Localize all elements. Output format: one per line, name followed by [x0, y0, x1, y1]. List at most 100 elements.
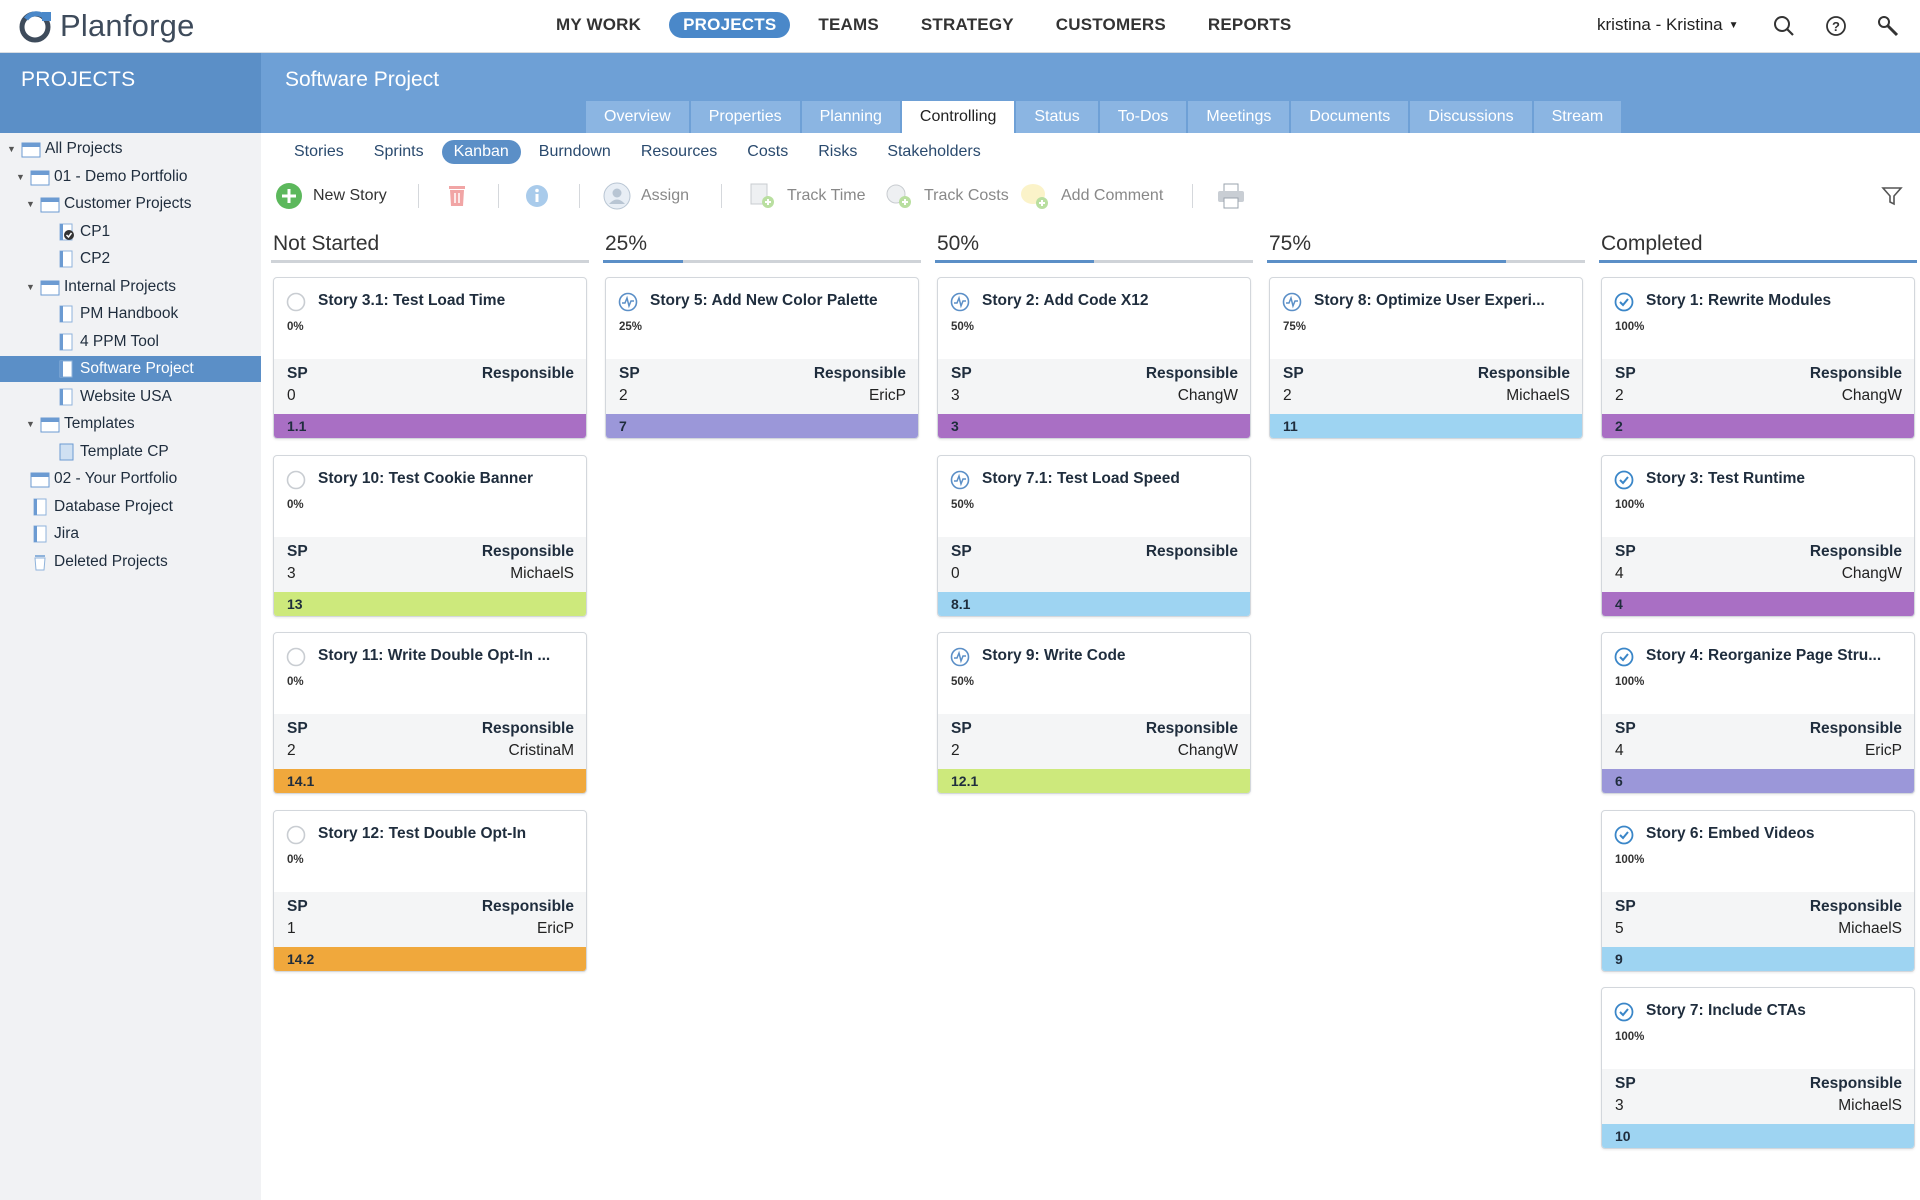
track-costs-button[interactable]: Track Costs	[884, 180, 1009, 212]
search-icon[interactable]	[1771, 13, 1797, 39]
story-card[interactable]: Story 4: Reorganize Page Stru... 100% SP 4 R…	[1601, 632, 1915, 794]
story-percent: 100%	[1615, 853, 1645, 866]
tree-item-01-demo-portfolio[interactable]: ▼ 01 - Demo Portfolio	[0, 164, 261, 190]
story-card[interactable]: Story 9: Write Code 50% SP 2 Responsible Chan…	[937, 632, 1251, 794]
story-points-label: SP	[1615, 365, 1636, 382]
column-title: Not Started	[273, 232, 380, 255]
tree-item-cp1[interactable]: CP1	[0, 219, 261, 245]
tree-item-internal-projects[interactable]: ▼ Internal Projects	[0, 274, 261, 300]
story-card[interactable]: Story 10: Test Cookie Banner 0% SP 3 Respons…	[273, 454, 587, 617]
help-icon[interactable]: ?	[1823, 13, 1849, 39]
story-percent: 0%	[287, 498, 304, 511]
subtab-risks[interactable]: Risks	[818, 143, 858, 160]
add-comment-button[interactable]: Add Comment	[1019, 180, 1163, 212]
tree-item-customer-projects[interactable]: ▼ Customer Projects	[0, 191, 261, 217]
new-story-button[interactable]: New Story	[275, 180, 387, 212]
tab-properties[interactable]: Properties	[690, 101, 800, 133]
expand-triangle-icon[interactable]: ▼	[16, 171, 25, 182]
tree-item-jira[interactable]: Jira	[0, 521, 261, 547]
story-card[interactable]: Story 12: Test Double Opt-In 0% SP 1 Respons…	[273, 809, 587, 972]
story-percent: 0%	[287, 321, 304, 333]
track-time-button[interactable]: Track Time	[747, 180, 866, 212]
trash-icon	[30, 553, 50, 571]
story-meta: SP 2 Responsible ChangW	[1602, 359, 1914, 414]
story-card[interactable]: Story 7.1: Test Load Speed 50% SP 0 Responsi…	[937, 454, 1251, 617]
tree-item-label: Software Project	[80, 360, 194, 377]
tree-item-label: Customer Projects	[64, 195, 192, 212]
story-card[interactable]: Story 11: Write Double Opt-In ... 0% SP 2 Re…	[273, 632, 587, 794]
story-title: Story 5: Add New Color Palette	[650, 292, 878, 309]
tab-overview[interactable]: Overview	[586, 101, 689, 133]
tree-item-templates[interactable]: ▼ Templates	[0, 411, 261, 437]
print-button[interactable]	[1215, 180, 1257, 212]
nav-my-work[interactable]: MY WORK	[556, 15, 642, 34]
tab-meetings[interactable]: Meetings	[1188, 101, 1290, 133]
story-meta: SP 4 Responsible ChangW	[1602, 536, 1914, 592]
subtab-kanban[interactable]: Kanban	[441, 140, 521, 164]
story-card[interactable]: Story 8: Optimize User Experi... 75% SP 2 Re…	[1269, 277, 1583, 439]
tree-item-02-your-portfolio[interactable]: 02 - Your Portfolio	[0, 466, 261, 492]
story-card[interactable]: Story 1: Rewrite Modules 100% SP 2 Responsib…	[1601, 277, 1915, 439]
expand-triangle-icon[interactable]: ▼	[26, 281, 35, 292]
responsible-label: Responsible	[1809, 542, 1902, 560]
nav-projects[interactable]: PROJECTS	[669, 12, 791, 38]
nav-teams[interactable]: TEAMS	[818, 15, 879, 34]
subtab-stories[interactable]: Stories	[294, 143, 344, 160]
user-menu[interactable]: kristina - Kristina ▼	[1597, 15, 1739, 35]
story-card[interactable]: Story 6: Embed Videos 100% SP 5 Responsible M…	[1601, 809, 1915, 972]
expand-triangle-icon[interactable]: ▼	[26, 199, 35, 209]
subtab-sprints[interactable]: Sprints	[373, 143, 424, 160]
expand-triangle-icon[interactable]: ▼	[7, 144, 16, 154]
tree-item-database-project[interactable]: Database Project	[0, 494, 261, 520]
tab-planning[interactable]: Planning	[801, 101, 900, 133]
story-card[interactable]: Story 7: Include CTAs 100% SP 3 Responsible M…	[1601, 987, 1915, 1149]
nav-reports[interactable]: REPORTS	[1207, 15, 1292, 34]
responsible-label: Responsible	[1145, 365, 1238, 382]
expand-triangle-icon[interactable]: ▼	[26, 419, 35, 429]
subtab-burndown[interactable]: Burndown	[538, 143, 611, 160]
tab-controlling[interactable]: Controlling	[901, 101, 1015, 133]
tab-status[interactable]: Status	[1016, 101, 1098, 133]
story-card[interactable]: Story 3: Test Runtime 100% SP 4 Responsible C…	[1601, 454, 1915, 617]
responsible-value: EricP	[536, 919, 574, 937]
tab-stream[interactable]: Stream	[1533, 101, 1622, 133]
delete-button[interactable]	[446, 180, 478, 212]
tab-to-dos[interactable]: To-Dos	[1099, 101, 1187, 133]
column-title: Completed	[1601, 232, 1703, 255]
tree-item-software-project[interactable]: Software Project	[0, 356, 261, 382]
subtab-costs[interactable]: Costs	[747, 143, 789, 160]
tools-icon[interactable]	[1875, 13, 1901, 39]
subtab-stakeholders[interactable]: Stakeholders	[887, 143, 981, 160]
nav-customers[interactable]: CUSTOMERS	[1055, 15, 1166, 34]
tree-item-pm-handbook[interactable]: PM Handbook	[0, 301, 261, 327]
tree-item-website-usa[interactable]: Website USA	[0, 384, 261, 410]
story-points-label: SP	[287, 897, 308, 915]
toolbar-divider	[579, 184, 580, 208]
filter-button[interactable]	[1880, 180, 1914, 212]
toolbar-divider	[721, 184, 722, 208]
story-points-label: SP	[951, 542, 972, 560]
responsible-value: MichaelS	[1838, 1097, 1902, 1114]
tree-item-cp2[interactable]: CP2	[0, 246, 261, 272]
subtab-resources[interactable]: Resources	[640, 143, 718, 160]
assign-button[interactable]: Assign	[603, 180, 689, 212]
tree-item-all-projects[interactable]: ▼ All Projects	[0, 136, 261, 162]
app-logo[interactable]: Planforge	[18, 8, 195, 44]
tree-item-4-ppm-tool[interactable]: 4 PPM Tool	[0, 329, 261, 355]
tab-discussions[interactable]: Discussions	[1410, 101, 1532, 133]
story-card[interactable]: Story 5: Add New Color Palette 25% SP 2 Resp…	[605, 277, 919, 439]
tree-item-deleted-projects[interactable]: Deleted Projects	[0, 549, 261, 575]
tree-item-template-cp[interactable]: Template CP	[0, 439, 261, 465]
tab-documents[interactable]: Documents	[1291, 101, 1409, 133]
story-card[interactable]: Story 3.1: Test Load Time 0% SP 0 Responsibl…	[273, 277, 587, 439]
story-percent: 75%	[1283, 321, 1307, 333]
project-icon	[30, 498, 50, 516]
info-button[interactable]	[525, 180, 559, 212]
tree-item-label: Deleted Projects	[54, 552, 168, 570]
nav-strategy[interactable]: STRATEGY	[920, 15, 1014, 34]
story-points-value: 3	[287, 564, 296, 582]
project-icon	[56, 333, 76, 351]
story-card[interactable]: Story 2: Add Code X12 50% SP 3 Responsible Ch…	[937, 277, 1251, 439]
tree-item-label: CP1	[80, 222, 111, 240]
tree-item-label: Template CP	[80, 442, 169, 460]
